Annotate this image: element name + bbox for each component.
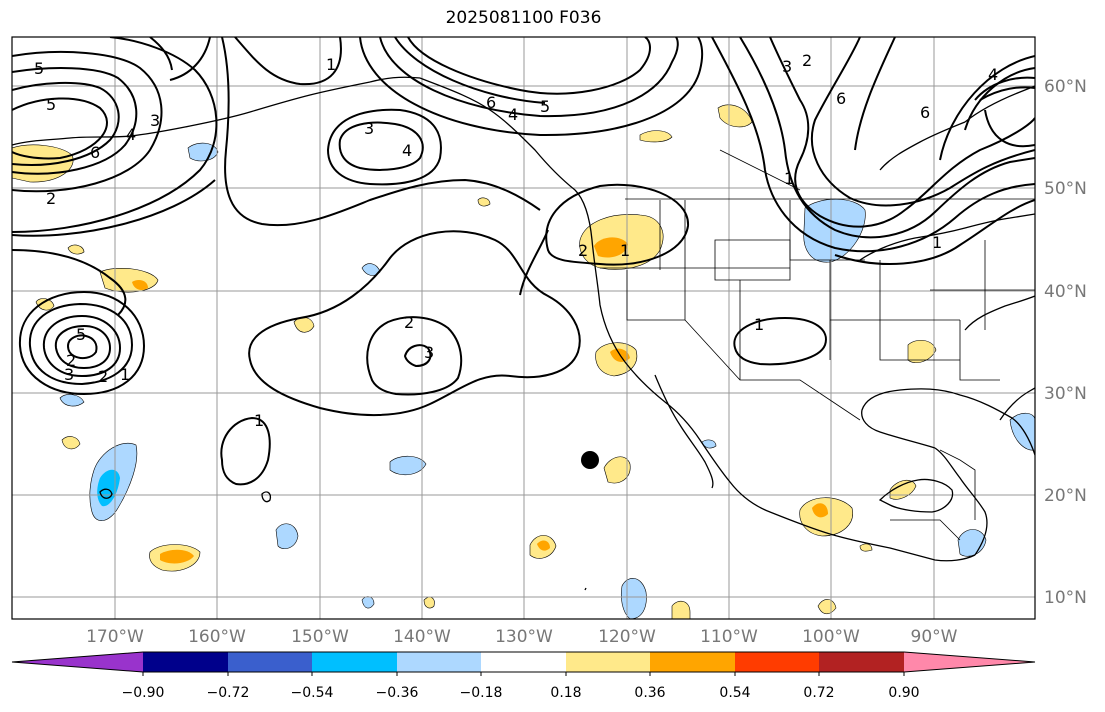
colorbar-segment	[143, 652, 228, 672]
map-title: 2025081100 F036	[445, 8, 602, 28]
colorbar-tick-label: 0.90	[888, 685, 919, 701]
lon-label: 150°W	[291, 627, 349, 647]
contour-label: 6	[920, 103, 930, 122]
contour-label: 4	[508, 105, 518, 124]
contour-label: 3	[150, 111, 160, 130]
colorbar-tick-label: −0.36	[376, 685, 419, 701]
colorbar-tick-label: 0.36	[634, 685, 665, 701]
contour-label: 1	[932, 233, 942, 252]
contour-label: 1	[784, 169, 794, 188]
contour-label: 1	[326, 55, 336, 74]
contour-label: 6	[90, 143, 100, 162]
lat-label: 10°N	[1044, 588, 1087, 608]
lat-label: 60°N	[1044, 77, 1087, 97]
contour-label: 1	[254, 411, 264, 430]
contour-label: 3	[64, 365, 74, 384]
lon-label: 110°W	[700, 627, 758, 647]
colorbar-tick-label: 0.72	[803, 685, 834, 701]
longitude-axis: 170°W 160°W 150°W 140°W 130°W 120°W 110°…	[86, 627, 958, 647]
contour-label: 5	[76, 325, 86, 344]
lon-label: 130°W	[495, 627, 553, 647]
colorbar-segment	[735, 652, 819, 672]
coastlines	[12, 76, 1035, 591]
colorbar-segment	[228, 652, 312, 672]
lon-label: 100°W	[802, 627, 860, 647]
colorbar-extend-high	[904, 652, 1035, 672]
colorbar-tick-label: −0.90	[122, 685, 165, 701]
contour-label: 4	[988, 65, 998, 84]
contour-labels: 5 5 3 4 6 2 1 3 4 6 4 5 3 2 6 1 6 4 2 1 …	[34, 51, 998, 430]
latitude-axis: 60°N 50°N 40°N 30°N 20°N 10°N	[1044, 77, 1087, 608]
map-frame	[11, 36, 1036, 620]
contour-label: 5	[540, 97, 550, 116]
colorbar-segment	[650, 652, 735, 672]
lat-label: 40°N	[1044, 282, 1087, 302]
lat-label: 20°N	[1044, 486, 1087, 506]
contour-label: 2	[98, 367, 108, 386]
colorbar-tick-label: −0.54	[291, 685, 334, 701]
colorbar-segment	[566, 652, 650, 672]
contour-label: 1	[120, 365, 130, 384]
contour-label: 4	[126, 125, 136, 144]
contour-label: 2	[66, 351, 76, 370]
lon-label: 120°W	[598, 627, 656, 647]
lon-label: 160°W	[188, 627, 246, 647]
colorbar-segment	[312, 652, 397, 672]
contour-label: 1	[620, 241, 630, 260]
contour-label: 4	[402, 141, 412, 160]
lon-label: 90°W	[911, 627, 958, 647]
lat-label: 30°N	[1044, 384, 1087, 404]
colorbar-tick-label: 0.54	[719, 685, 750, 701]
contour-label: 3	[424, 343, 434, 362]
colorbar	[11, 651, 1036, 676]
contour-label: 5	[34, 59, 44, 78]
lat-label: 50°N	[1044, 179, 1087, 199]
colorbar-segment	[481, 652, 566, 672]
colorbar-tick-labels: −0.90 −0.72 −0.54 −0.36 −0.18 0.18 0.36 …	[122, 685, 920, 701]
contour-label: 6	[836, 89, 846, 108]
colorbar-tick-label: 0.18	[550, 685, 581, 701]
lon-label: 170°W	[86, 627, 144, 647]
colorbar-extend-low	[12, 652, 143, 672]
colorbar-tick-label: −0.72	[207, 685, 250, 701]
contour-lines	[12, 37, 1035, 486]
contour-label: 2	[802, 51, 812, 70]
location-marker	[581, 451, 599, 469]
colorbar-segment	[819, 652, 904, 672]
contour-label: 2	[404, 313, 414, 332]
lon-label: 140°W	[393, 627, 451, 647]
colorbar-tick-label: −0.18	[460, 685, 503, 701]
contour-label: 6	[486, 93, 496, 112]
contour-label: 2	[578, 241, 588, 260]
map-area: 5 5 3 4 6 2 1 3 4 6 4 5 3 2 6 1 6 4 2 1 …	[12, 37, 1035, 619]
contour-label: 2	[46, 189, 56, 208]
contour-label: 1	[754, 315, 764, 334]
contour-label: 3	[782, 57, 792, 76]
contour-label: 3	[364, 119, 374, 138]
colorbar-segment	[397, 652, 481, 672]
contour-label: 5	[46, 95, 56, 114]
